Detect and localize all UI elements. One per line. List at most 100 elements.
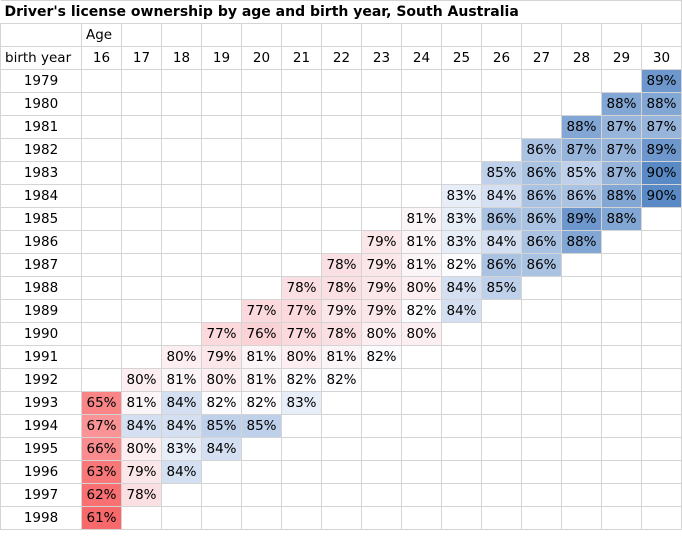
empty-cell	[121, 92, 162, 116]
empty-cell	[121, 253, 162, 277]
empty-cell	[401, 414, 442, 438]
empty-cell	[321, 483, 362, 507]
heatmap-cell: 90%	[641, 184, 682, 208]
empty-cell	[561, 437, 602, 461]
empty-cell	[481, 23, 522, 47]
heatmap-cell: 82%	[321, 368, 362, 392]
empty-cell	[201, 138, 242, 162]
empty-cell	[521, 115, 562, 139]
empty-cell	[161, 69, 202, 93]
empty-cell	[201, 207, 242, 231]
heatmap-cell: 85%	[241, 414, 282, 438]
empty-cell	[161, 483, 202, 507]
empty-cell	[201, 184, 242, 208]
birth-year-label: 1995	[0, 437, 82, 461]
empty-cell	[361, 368, 402, 392]
empty-cell	[561, 69, 602, 93]
empty-cell	[561, 483, 602, 507]
heatmap-cell: 85%	[201, 414, 242, 438]
heatmap-cell: 84%	[481, 230, 522, 254]
heatmap-cell: 77%	[281, 322, 322, 346]
birth-year-label: 1992	[0, 368, 82, 392]
heatmap-cell: 89%	[641, 138, 682, 162]
empty-cell	[641, 460, 682, 484]
heatmap-cell: 77%	[201, 322, 242, 346]
empty-cell	[481, 115, 522, 139]
birth-year-label: 1993	[0, 391, 82, 415]
empty-cell	[561, 23, 602, 47]
empty-cell	[481, 483, 522, 507]
heatmap-cell: 80%	[121, 437, 162, 461]
table-row: 1989 77% 77% 79% 79% 82% 84%	[0, 299, 682, 323]
empty-cell	[601, 391, 642, 415]
empty-cell	[361, 69, 402, 93]
heatmap-cell: 80%	[361, 322, 402, 346]
empty-cell	[201, 69, 242, 93]
empty-cell	[521, 299, 562, 323]
heatmap-cell: 78%	[321, 276, 362, 300]
birth-year-label: 1990	[0, 322, 82, 346]
empty-cell	[281, 207, 322, 231]
empty-cell	[481, 322, 522, 346]
heatmap-cell: 88%	[601, 207, 642, 231]
empty-cell	[81, 368, 122, 392]
empty-cell	[201, 161, 242, 185]
empty-cell	[561, 460, 602, 484]
empty-cell	[241, 92, 282, 116]
empty-cell	[201, 506, 242, 530]
empty-cell	[241, 23, 282, 47]
empty-cell	[401, 69, 442, 93]
empty-cell	[81, 276, 122, 300]
heatmap-cell: 90%	[641, 161, 682, 185]
empty-cell	[601, 253, 642, 277]
heatmap-cell: 87%	[601, 161, 642, 185]
empty-cell	[161, 299, 202, 323]
y-axis-label: birth year	[0, 46, 82, 70]
heatmap-cell: 82%	[201, 391, 242, 415]
empty-cell	[601, 368, 642, 392]
heatmap-cell: 84%	[441, 299, 482, 323]
table-row: 1988 78% 78% 79% 80% 84% 85%	[0, 276, 682, 300]
table-row: 1985 81% 83% 86% 86% 89% 88%	[0, 207, 682, 231]
empty-cell	[361, 207, 402, 231]
empty-cell	[481, 368, 522, 392]
empty-cell	[361, 115, 402, 139]
heatmap-cell: 87%	[561, 138, 602, 162]
age-tick-label: 20	[241, 46, 282, 70]
heatmap-cell: 61%	[81, 506, 122, 530]
heatmap-cell: 83%	[281, 391, 322, 415]
birth-year-label: 1994	[0, 414, 82, 438]
heatmap-cell: 81%	[401, 253, 442, 277]
age-tick-label: 17	[121, 46, 162, 70]
empty-cell	[441, 92, 482, 116]
empty-cell	[321, 437, 362, 461]
empty-cell	[201, 23, 242, 47]
empty-cell	[481, 437, 522, 461]
age-tick-label: 22	[321, 46, 362, 70]
table-row: 1986 79% 81% 83% 84% 86% 88%	[0, 230, 682, 254]
empty-cell	[521, 276, 562, 300]
empty-cell	[441, 23, 482, 47]
empty-cell	[81, 345, 122, 369]
age-tick-label: 29	[601, 46, 642, 70]
empty-cell	[281, 437, 322, 461]
age-tick-label: 27	[521, 46, 562, 70]
empty-cell	[321, 161, 362, 185]
heatmap-cell: 80%	[121, 368, 162, 392]
heatmap-cell: 79%	[361, 276, 402, 300]
empty-cell	[81, 161, 122, 185]
empty-cell	[361, 483, 402, 507]
empty-cell	[281, 414, 322, 438]
empty-cell	[521, 322, 562, 346]
empty-cell	[361, 437, 402, 461]
empty-cell	[201, 299, 242, 323]
empty-cell	[561, 414, 602, 438]
heatmap-cell: 84%	[441, 276, 482, 300]
empty-cell	[481, 391, 522, 415]
empty-cell	[601, 483, 642, 507]
empty-cell	[441, 391, 482, 415]
heatmap-table: Driver's license ownership by age and bi…	[0, 0, 682, 530]
empty-cell	[441, 483, 482, 507]
empty-cell	[281, 253, 322, 277]
